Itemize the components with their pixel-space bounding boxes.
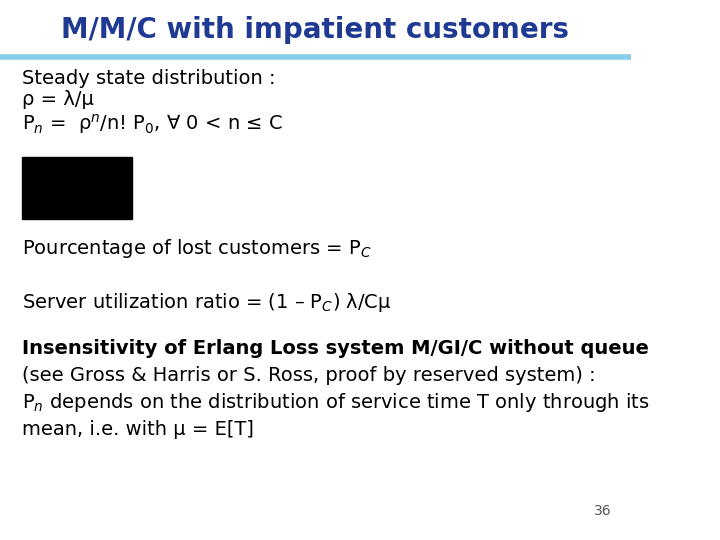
Text: Server utilization ratio = (1 – P$_C$) λ/Cμ: Server utilization ratio = (1 – P$_C$) λ… bbox=[22, 291, 392, 314]
Text: (see Gross & Harris or S. Ross, proof by reserved system) :: (see Gross & Harris or S. Ross, proof by… bbox=[22, 366, 595, 385]
Text: P$_n$ =  ρ$^n$/n! P$_0$, ∀ 0 < n ≤ C: P$_n$ = ρ$^n$/n! P$_0$, ∀ 0 < n ≤ C bbox=[22, 112, 283, 136]
Text: ρ = λ/μ: ρ = λ/μ bbox=[22, 90, 94, 110]
Text: M/M/C with impatient customers: M/M/C with impatient customers bbox=[61, 16, 570, 44]
Text: P$_n$ depends on the distribution of service time T only through its: P$_n$ depends on the distribution of ser… bbox=[22, 391, 649, 414]
Text: Insensitivity of Erlang Loss system M/GI/C without queue: Insensitivity of Erlang Loss system M/GI… bbox=[22, 339, 649, 358]
Bar bbox=[22, 157, 132, 219]
Text: Steady state distribution :: Steady state distribution : bbox=[22, 69, 276, 88]
Text: Pourcentage of lost customers = P$_C$: Pourcentage of lost customers = P$_C$ bbox=[22, 237, 372, 260]
Text: mean, i.e. with μ = E[T]: mean, i.e. with μ = E[T] bbox=[22, 420, 254, 439]
Text: 36: 36 bbox=[594, 504, 612, 518]
